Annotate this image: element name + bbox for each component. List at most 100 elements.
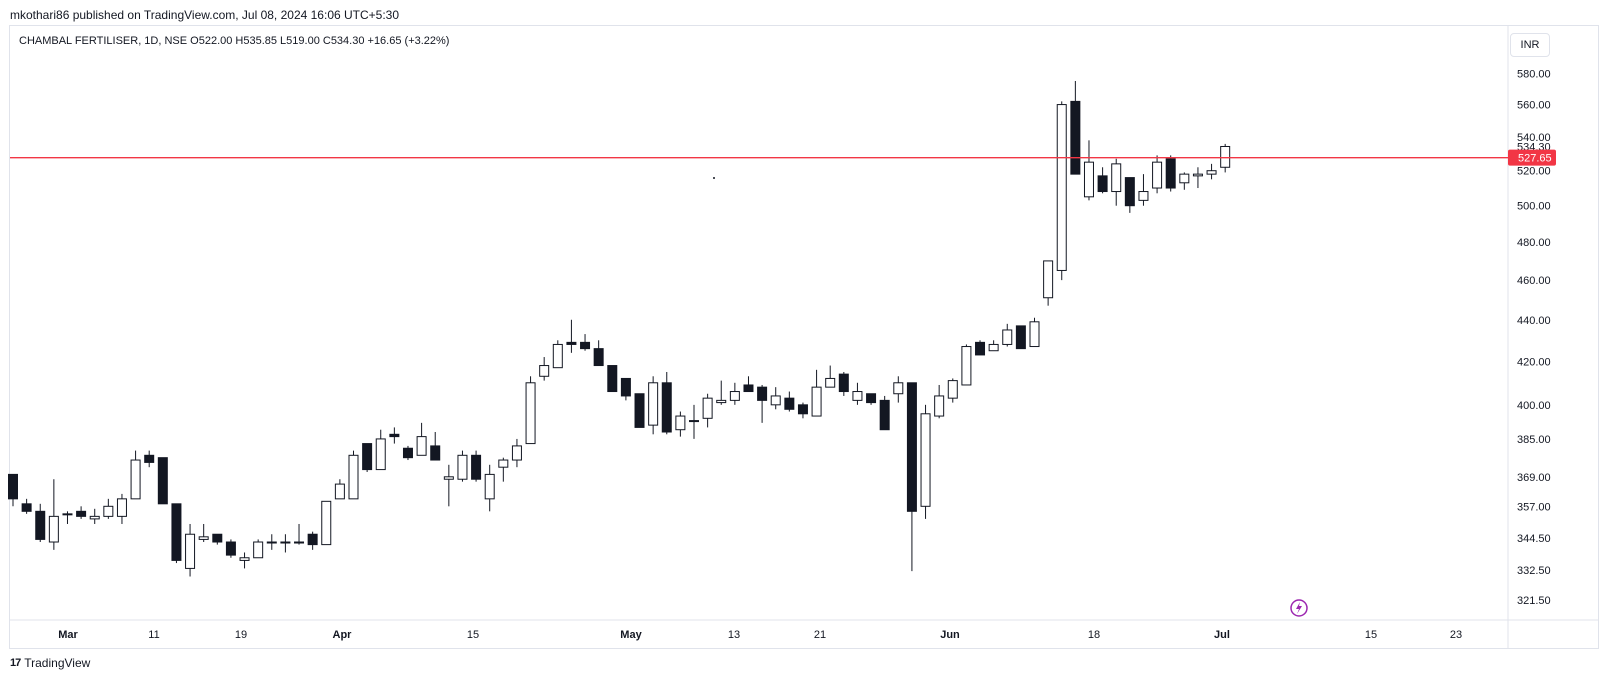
candle: [266, 534, 277, 550]
candle: [1124, 177, 1135, 213]
candle: [716, 380, 727, 405]
candle: [1015, 325, 1026, 350]
candle-body: [689, 420, 699, 423]
candle-body: [906, 382, 917, 512]
candle: [961, 344, 972, 386]
candle: [89, 508, 100, 524]
tradingview-logo-icon: 17: [10, 657, 21, 669]
candle: [852, 382, 863, 405]
candle: [484, 464, 495, 512]
candle-body: [866, 393, 877, 404]
candle: [321, 500, 332, 546]
candle-body: [811, 386, 822, 417]
candle-body: [1220, 145, 1231, 168]
candle: [566, 319, 577, 353]
price-tick-label: 500.00: [1517, 201, 1551, 213]
time-tick-label: Apr: [333, 629, 353, 641]
candle: [811, 369, 822, 417]
candle-body: [130, 459, 141, 500]
candle: [198, 523, 209, 543]
candle: [661, 371, 672, 435]
candle: [498, 457, 509, 482]
candle-body: [920, 413, 931, 507]
candle-body: [35, 510, 46, 540]
candle: [648, 376, 659, 435]
price-tick-label: 400.00: [1517, 400, 1551, 412]
price-tick-label: 344.50: [1517, 533, 1551, 545]
candle-body: [76, 510, 87, 517]
candle-body: [1152, 161, 1163, 189]
candle-body: [471, 454, 482, 480]
candle-body: [1165, 158, 1176, 189]
candle: [430, 432, 441, 461]
tradingview-footer[interactable]: 17 TradingView: [10, 656, 90, 670]
candle: [457, 450, 468, 482]
candle-body: [1056, 104, 1067, 271]
candle-body: [212, 533, 223, 543]
candle-body: [362, 443, 373, 471]
candle-body: [593, 348, 604, 367]
candle-body: [1124, 177, 1135, 207]
candle: [334, 479, 345, 500]
candle-body: [797, 404, 808, 415]
candle: [1043, 260, 1054, 306]
chart-frame[interactable]: [9, 25, 1599, 649]
candle-body: [294, 541, 305, 544]
price-tick-label: 385.00: [1517, 434, 1551, 446]
time-tick-label: Jul: [1214, 629, 1230, 641]
candle-body: [389, 433, 400, 438]
candle: [171, 503, 182, 564]
candle: [729, 382, 740, 405]
candle: [511, 438, 522, 468]
candle-body: [743, 384, 754, 393]
price-tick-label: 440.00: [1517, 315, 1551, 327]
candle: [1165, 155, 1176, 192]
candle-body: [157, 457, 168, 505]
candle: [620, 377, 631, 401]
candle: [866, 393, 877, 405]
lightning-circle: [1290, 599, 1308, 617]
candle-body: [321, 500, 332, 546]
candle: [947, 378, 958, 403]
lightning-bolt-icon: [1290, 599, 1308, 617]
candle-body: [1192, 173, 1203, 177]
time-tick-label: Mar: [58, 629, 78, 641]
time-tick-label: 15: [467, 629, 479, 641]
lightning-bolt: [1296, 602, 1302, 614]
line-price-tag: [1508, 149, 1556, 166]
time-tick-label: May: [620, 629, 642, 641]
line-price-tag-label: 527.65: [1518, 153, 1552, 165]
price-tick-label: 580.00: [1517, 68, 1551, 80]
chart-dot: [713, 177, 715, 179]
candle: [879, 395, 890, 431]
candle: [389, 427, 400, 444]
candle-body: [307, 533, 318, 546]
candle-body: [757, 386, 768, 401]
candle: [294, 523, 305, 545]
currency-selector[interactable]: INR: [1510, 33, 1550, 57]
candle: [797, 402, 808, 419]
candle: [375, 429, 386, 471]
candle: [1138, 174, 1149, 206]
candle-body: [1015, 325, 1026, 350]
candle: [62, 511, 73, 524]
candle-body: [1043, 260, 1054, 299]
candle-body: [770, 395, 781, 406]
candle-body: [934, 395, 945, 417]
time-tick-label: 13: [728, 629, 740, 641]
candle-body: [225, 541, 236, 556]
candle: [1083, 140, 1094, 201]
candle: [770, 387, 781, 410]
candle: [975, 340, 986, 356]
candle: [1029, 317, 1040, 348]
candle: [348, 450, 359, 500]
candle-body: [1097, 175, 1108, 193]
candle: [416, 422, 427, 456]
candle: [1179, 172, 1190, 190]
candle: [743, 376, 754, 393]
candle: [8, 473, 18, 507]
tradingview-brand: TradingView: [24, 656, 91, 670]
price-tick-label: 321.50: [1517, 595, 1551, 607]
time-tick-label: 15: [1365, 629, 1377, 641]
